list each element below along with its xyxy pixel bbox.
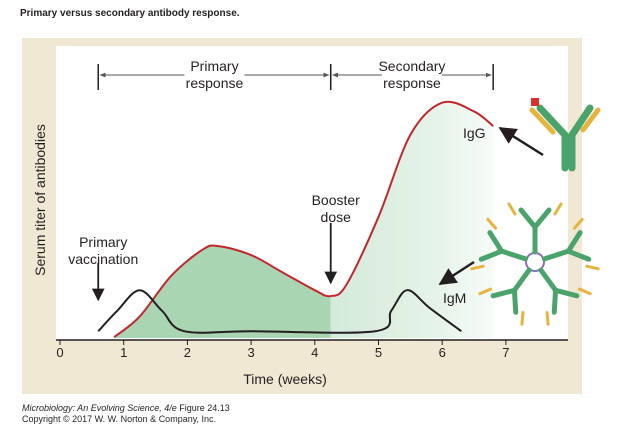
period-label: Primary response [186,58,244,91]
x-axis-label: Time (weeks) [243,371,327,387]
x-tick-label: 3 [247,345,254,360]
igg-pointer [498,126,544,157]
series-line [97,289,462,334]
x-tick-label: 7 [502,345,509,360]
credit-source: Microbiology: An Evolving Science, 4/e [22,403,177,413]
plot: 0 1 2 3 4 5 6 7 IgG IgM Primary vaccination Booster d… [56,58,568,360]
title: Primary versus secondary antibody respon… [20,8,240,19]
series-label: IgG [463,125,486,141]
annotation: Primary vaccination [68,234,138,267]
annotation-text: Primary vaccination [68,234,138,267]
period-label-text: Secondary response [378,58,445,91]
credit-figure: Figure 24.13 [179,403,230,413]
annotation: Booster dose [312,192,361,225]
igm-icon [470,202,600,326]
x-tick-label: 0 [56,345,63,360]
period-label: Secondary response [378,58,445,91]
x-tick-label: 1 [120,345,127,360]
annotation-text: Booster dose [312,192,361,225]
copyright: Copyright © 2017 W. W. Norton & Company,… [22,414,216,424]
x-tick-label: 4 [311,345,318,360]
x-tick-label: 6 [439,345,446,360]
x-tick-label: 5 [375,345,382,360]
igg-icon [529,98,601,172]
period-label-text: Primary response [186,58,244,91]
y-axis-label: Serum titer of antibodies [32,124,48,276]
x-tick-label: 2 [184,345,191,360]
igg-area [114,101,494,339]
series-line [113,100,494,338]
series-label: IgM [443,290,466,306]
igm-pointer [438,260,475,286]
credit: Microbiology: An Evolving Science, 4/e F… [22,403,230,413]
